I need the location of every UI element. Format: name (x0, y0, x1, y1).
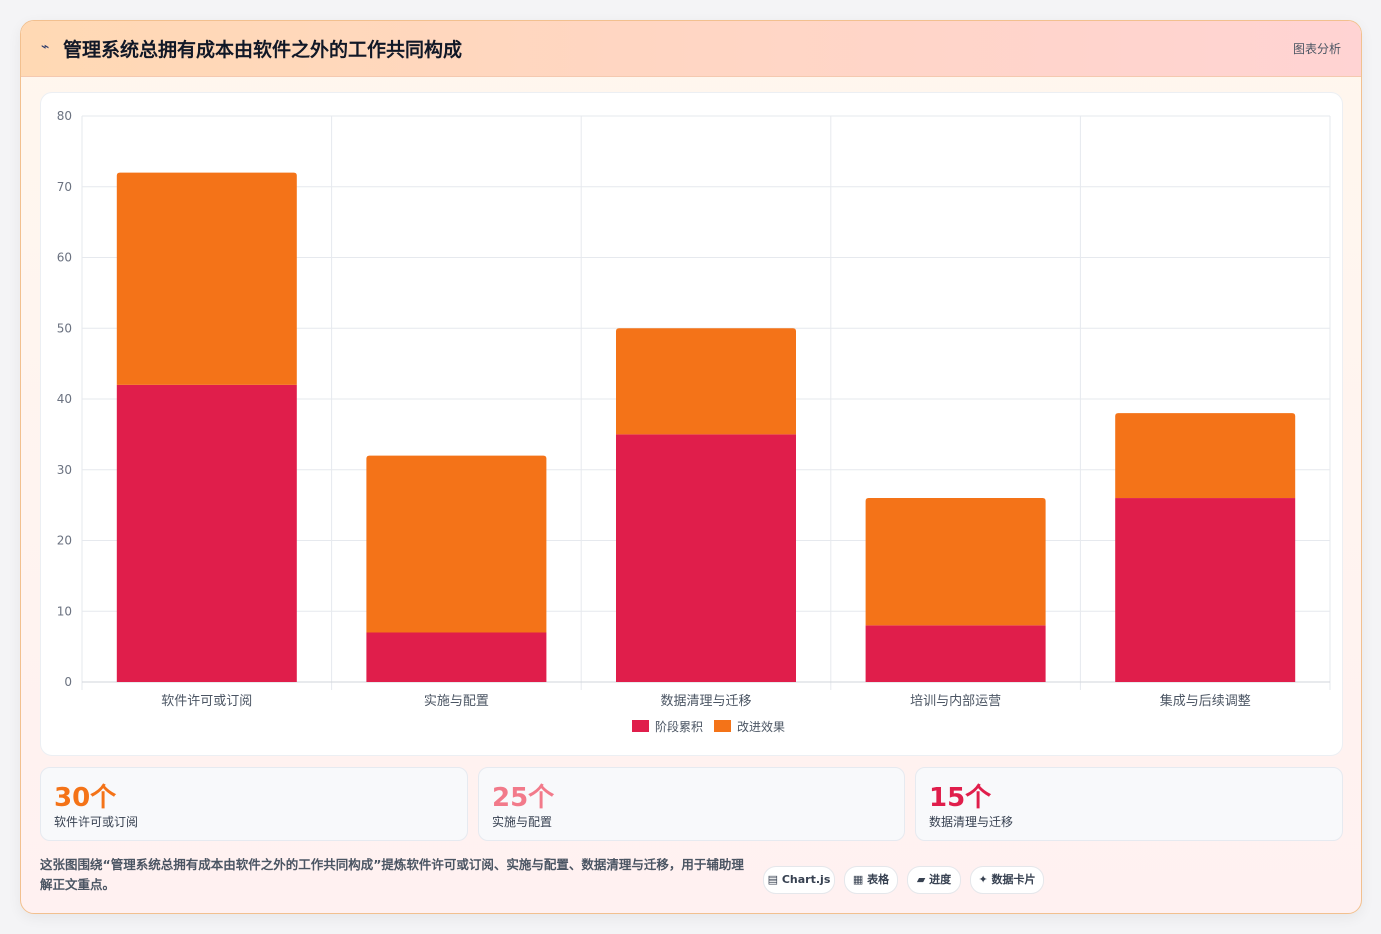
bar-segment (1115, 498, 1296, 682)
bar-segment (616, 434, 796, 682)
bar-segment (116, 172, 297, 385)
legend-swatch (714, 720, 731, 732)
stat-label: 软件许可或订阅 (54, 815, 139, 829)
stat-label: 数据清理与迁移 (929, 815, 1014, 829)
chip-chartjs[interactable]: ▤ Chart.js (763, 866, 835, 894)
bar-segment (865, 498, 1046, 626)
chip-label: 数据卡片 (991, 873, 1036, 886)
x-tick-label: 软件许可或订阅 (161, 694, 252, 709)
bar-segment (116, 384, 297, 682)
chart-card: ⌁ 管理系统总拥有成本由软件之外的工作共同构成 图表分析 0 10 20 30 40 50… (20, 20, 1362, 914)
stat-label: 实施与配置 (492, 815, 553, 829)
y-tick-label: 40 (57, 392, 72, 406)
stat-card-2: 25个 实施与配置 (478, 767, 905, 841)
card-header: ⌁ 管理系统总拥有成本由软件之外的工作共同构成 图表分析 (21, 21, 1361, 77)
x-tick-label: 培训与内部运营 (910, 693, 1001, 709)
y-tick-label: 20 (57, 534, 72, 548)
bar-segment (366, 455, 547, 633)
y-tick-label: 50 (57, 321, 72, 335)
stat-value: 25个 (492, 783, 555, 813)
y-tick-label: 70 (57, 180, 72, 194)
y-tick-label: 10 (57, 604, 72, 618)
bar-segment (616, 328, 796, 435)
table-icon: ▦ (852, 873, 864, 886)
bar-segment (366, 632, 547, 682)
chip-label: 进度 (929, 873, 952, 886)
chart-area: 0 10 20 30 40 50 60 70 80 软件许可或订阅 实施与配置 数据清理与迁移 培训与内… (40, 92, 1343, 756)
bar-segment (865, 625, 1046, 682)
legend-label: 阶段累积 (655, 719, 703, 734)
stat-card-3: 15个 数据清理与迁移 (915, 767, 1343, 841)
x-tick-label: 数据清理与迁移 (660, 694, 751, 709)
chip-label: 表格 (867, 873, 890, 886)
chart-icon: ▤ (767, 873, 779, 886)
stat-value: 15个 (929, 783, 992, 813)
progress-icon: ▰ (916, 873, 926, 886)
bar-segment (1115, 413, 1296, 499)
legend-swatch (632, 720, 649, 732)
chip-data-card[interactable]: ✦ 数据卡片 (970, 866, 1044, 894)
x-tick-label: 集成与后续调整 (1160, 693, 1251, 709)
y-tick-label: 30 (57, 463, 72, 477)
analysis-tag: 图表分析 (1292, 42, 1341, 56)
stat-value: 30个 (54, 783, 117, 813)
chip-label: Chart.js (781, 873, 831, 886)
y-tick-label: 80 (57, 109, 72, 123)
card-title: 管理系统总拥有成本由软件之外的工作共同构成 (63, 39, 463, 61)
chart-icon: ⌁ (41, 39, 50, 55)
y-tick-label: 0 (64, 675, 72, 689)
stat-card-1: 30个 软件许可或订阅 (40, 767, 468, 841)
x-tick-label: 实施与配置 (424, 694, 489, 709)
sparkle-icon: ✦ (978, 873, 988, 886)
chart-description: 这张图围绕“管理系统总拥有成本由软件之外的工作共同构成”提炼软件许可或订阅、实施… (40, 857, 744, 892)
y-tick-label: 60 (57, 251, 72, 265)
chip-progress[interactable]: ▰ 进度 (907, 866, 961, 894)
legend-label: 改进效果 (737, 719, 785, 734)
stacked-bar-chart: 0 10 20 30 40 50 60 70 80 软件许可或订阅 实施与配置 数据清理与迁移 培训与内… (57, 109, 1331, 734)
chip-table[interactable]: ▦ 表格 (844, 866, 898, 894)
